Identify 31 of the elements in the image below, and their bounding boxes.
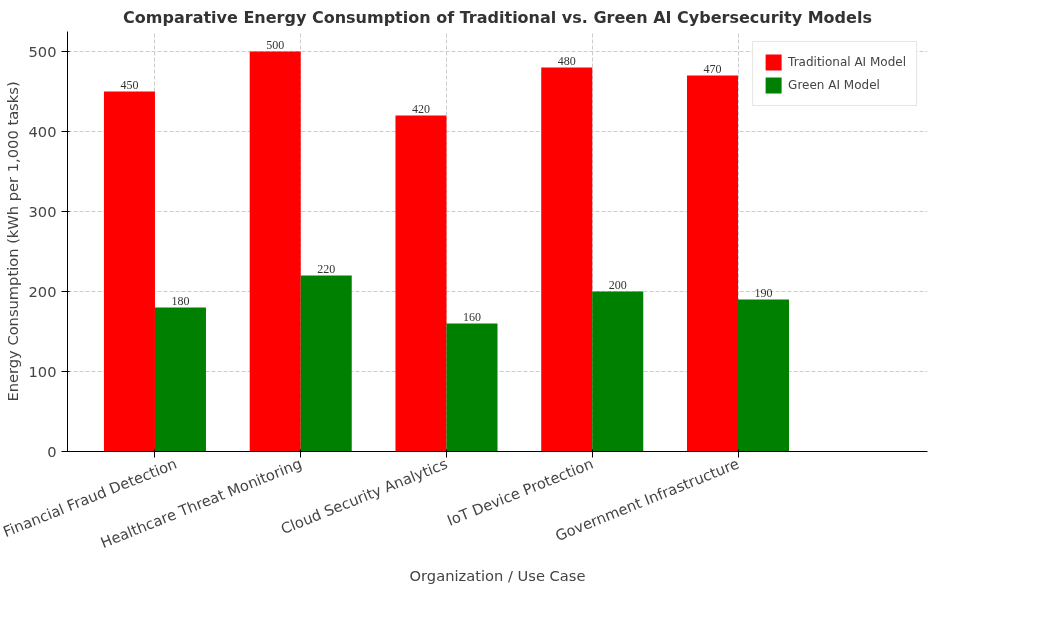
bar xyxy=(738,299,790,452)
bar xyxy=(249,51,301,452)
bar xyxy=(592,291,644,452)
y-axis-title: Energy Consumption (kWh per 1,000 tasks) xyxy=(3,81,21,402)
y-tick-label: 500 xyxy=(28,42,57,60)
data-label: 190 xyxy=(754,285,773,300)
bar xyxy=(103,91,155,452)
data-label: 200 xyxy=(608,277,627,292)
data-label: 220 xyxy=(317,261,336,276)
y-tick-label: 400 xyxy=(28,122,57,140)
data-label: 450 xyxy=(120,77,139,92)
y-tick-label: 300 xyxy=(28,202,57,220)
legend-label: Green AI Model xyxy=(788,78,880,92)
bar xyxy=(395,115,447,452)
legend-label: Traditional AI Model xyxy=(788,55,906,69)
x-axis-title: Organization / Use Case xyxy=(409,566,586,584)
chart-title: Comparative Energy Consumption of Traditional vs. Green AI Cybersecurity Models xyxy=(123,7,872,27)
data-label: 180 xyxy=(171,293,190,308)
data-label: 480 xyxy=(557,53,576,68)
bar xyxy=(446,323,498,452)
bar xyxy=(154,307,206,452)
data-label: 470 xyxy=(703,61,722,76)
data-label: 160 xyxy=(462,309,481,324)
y-tick-label: 100 xyxy=(28,362,57,380)
y-tick-label: 0 xyxy=(47,442,57,460)
data-label: 500 xyxy=(266,37,285,52)
data-label: 420 xyxy=(411,101,430,116)
bar xyxy=(300,275,352,452)
bar xyxy=(541,67,593,452)
y-tick-label: 200 xyxy=(28,282,57,300)
bar xyxy=(686,75,739,452)
